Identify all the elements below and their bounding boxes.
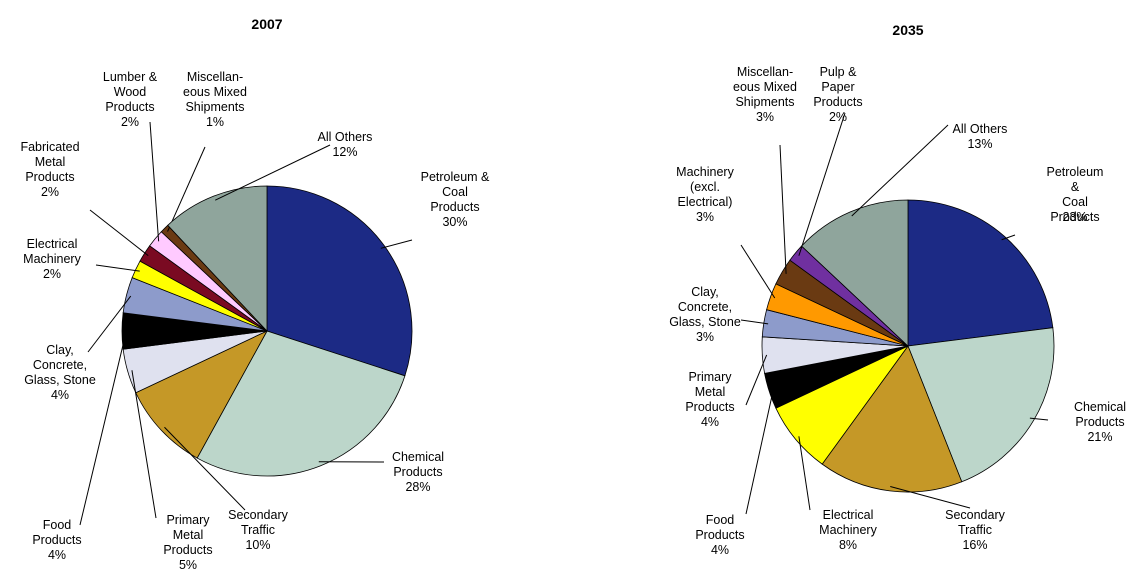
- slice-value-label: 2%: [121, 115, 139, 130]
- leader-line: [96, 265, 140, 271]
- slice-value-label: 4%: [48, 548, 66, 563]
- slice-value-label: 4%: [711, 543, 729, 558]
- chart-title: 2035: [892, 22, 923, 38]
- slice-value-label: 4%: [51, 388, 69, 403]
- slice-value-label: 5%: [179, 558, 197, 573]
- chart-title: 2007: [251, 16, 282, 32]
- slice-value-label: 30%: [442, 215, 467, 230]
- slice-value-label: 4%: [701, 415, 719, 430]
- slice-label: Primary Metal Products: [685, 370, 734, 415]
- slice-value-label: 23%: [1062, 210, 1087, 225]
- slice-label: Secondary Traffic: [228, 508, 288, 538]
- slice-label: Lumber & Wood Products: [103, 70, 157, 115]
- slice-value-label: 2%: [41, 185, 59, 200]
- slice-label: Electrical Machinery: [819, 508, 877, 538]
- slice-label: Clay, Concrete, Glass, Stone: [24, 343, 96, 388]
- slice-value-label: 12%: [332, 145, 357, 160]
- slice-label: Chemical Products: [1074, 400, 1126, 430]
- slice-value-label: 3%: [756, 110, 774, 125]
- slice-label: Clay, Concrete, Glass, Stone: [669, 285, 741, 330]
- leader-line: [780, 145, 786, 274]
- slice-value-label: 3%: [696, 330, 714, 345]
- leader-line: [381, 240, 412, 248]
- slice-value-label: 10%: [245, 538, 270, 553]
- slice-value-label: 3%: [696, 210, 714, 225]
- leader-line: [746, 390, 773, 514]
- slice-label: Pulp & Paper Products: [813, 65, 862, 110]
- slice-label: Petroleum & Coal Products: [421, 170, 490, 215]
- slice-label: Chemical Products: [392, 450, 444, 480]
- slice-value-label: 21%: [1087, 430, 1112, 445]
- slice-label: Primary Metal Products: [163, 513, 212, 558]
- slice-label: All Others: [318, 130, 373, 145]
- slice-value-label: 1%: [206, 115, 224, 130]
- slice-label: Miscellan- eous Mixed Shipments: [183, 70, 247, 115]
- leader-line: [746, 355, 767, 405]
- slice-label: All Others: [953, 122, 1008, 137]
- leader-line: [150, 122, 159, 241]
- leader-line: [90, 210, 148, 256]
- slice-value-label: 28%: [405, 480, 430, 495]
- slice-value-label: 16%: [962, 538, 987, 553]
- slice-label: Machinery (excl. Electrical): [676, 165, 734, 210]
- slice-value-label: 13%: [967, 137, 992, 152]
- leader-line: [741, 245, 775, 298]
- slice-label: Food Products: [695, 513, 744, 543]
- slice-value-label: 8%: [839, 538, 857, 553]
- slice-label: Fabricated Metal Products: [20, 140, 79, 185]
- slice-label: Food Products: [32, 518, 81, 548]
- pie-slice: [908, 200, 1053, 346]
- slice-value-label: 2%: [829, 110, 847, 125]
- slice-label: Electrical Machinery: [23, 237, 81, 267]
- slice-label: Secondary Traffic: [945, 508, 1005, 538]
- slice-value-label: 2%: [43, 267, 61, 282]
- slice-label: Miscellan- eous Mixed Shipments: [733, 65, 797, 110]
